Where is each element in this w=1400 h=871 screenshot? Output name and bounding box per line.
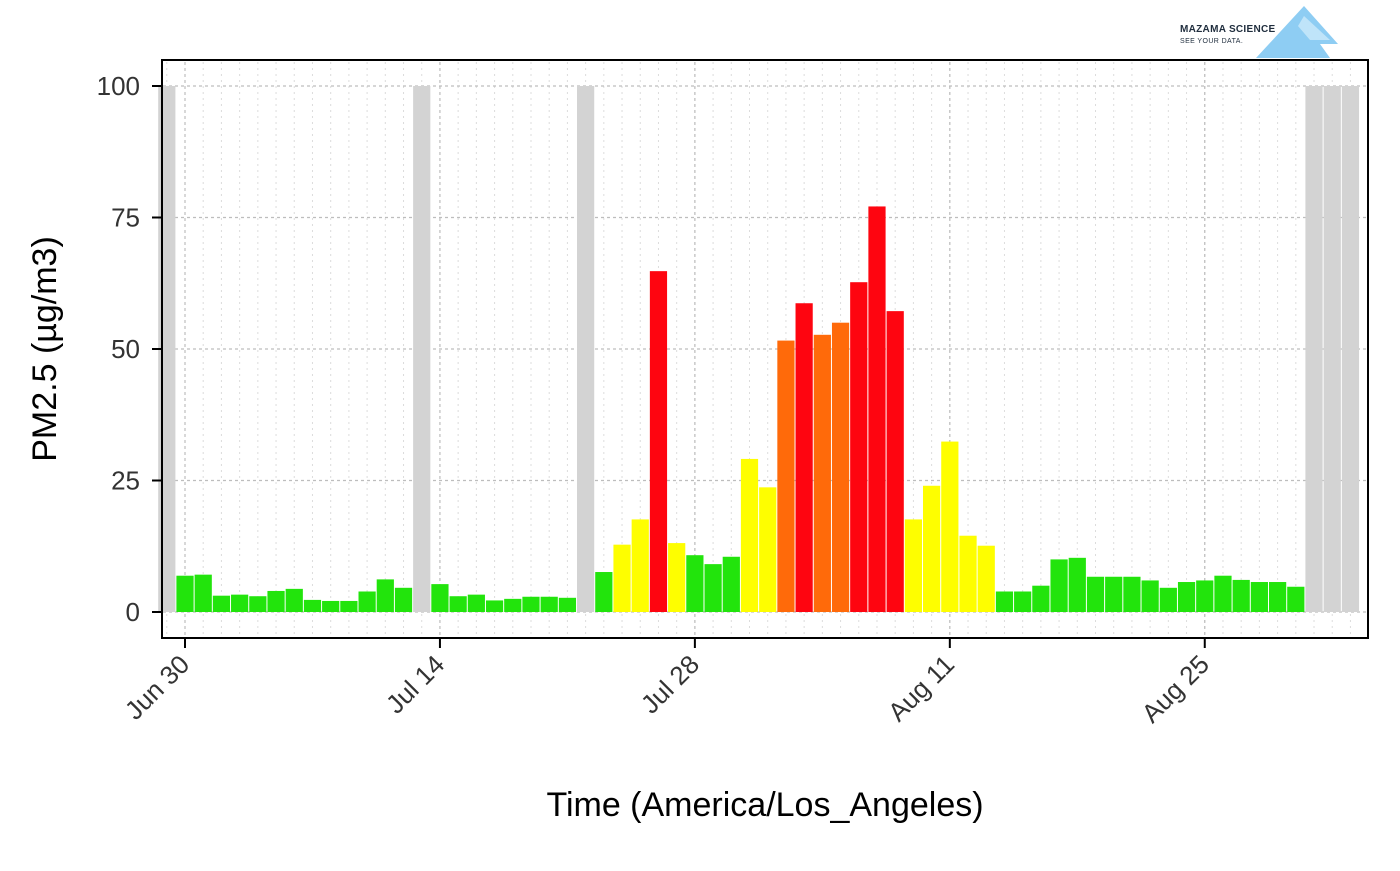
- bar-2023-07-21: [558, 597, 577, 612]
- bar-2023-07-22: [577, 86, 595, 612]
- bar-2023-07-05: [267, 590, 285, 612]
- bar-2023-08-22: [1141, 580, 1159, 612]
- bar-2023-07-07: [303, 599, 322, 612]
- bar-2023-08-29: [1269, 582, 1287, 612]
- bar-2023-08-19: [1086, 576, 1105, 612]
- bar-2023-07-14: [431, 584, 449, 612]
- bar-2023-07-18: [504, 598, 522, 612]
- bar-2023-07-27: [668, 543, 686, 612]
- bar-2023-08-21: [1123, 576, 1141, 612]
- bar-2023-07-29: [704, 564, 722, 612]
- y-tick-label: 100: [97, 71, 140, 101]
- bar-2023-08-01: [759, 487, 777, 612]
- bar-2023-08-08: [886, 311, 904, 612]
- bar-2023-07-20: [540, 596, 558, 612]
- bar-2023-08-16: [1032, 585, 1050, 612]
- bar-2023-07-12: [394, 587, 413, 612]
- logo-title: MAZAMA SCIENCE: [1180, 24, 1276, 35]
- logo-tagline: SEE YOUR DATA.: [1180, 38, 1244, 45]
- y-tick-label: 75: [111, 203, 140, 233]
- bar-2023-07-31: [740, 458, 759, 612]
- x-tick-label: Aug 11: [882, 649, 960, 727]
- bar-2023-07-25: [631, 519, 649, 612]
- bar-2023-08-11: [941, 441, 959, 612]
- bar-2023-08-07: [868, 206, 886, 612]
- bar-2023-07-04: [249, 596, 267, 612]
- y-tick-label: 0: [126, 597, 140, 627]
- x-tick-label: Aug 25: [1136, 649, 1215, 728]
- bar-2023-07-03: [231, 594, 249, 612]
- bar-2023-07-15: [449, 596, 467, 612]
- bar-2023-06-30: [176, 575, 194, 612]
- bar-2023-09-02: [1341, 86, 1360, 612]
- bar-2023-08-26: [1214, 575, 1232, 612]
- bar-2023-08-31: [1305, 86, 1323, 612]
- x-axis-title: Time (America/Los_Angeles): [546, 786, 983, 824]
- bar-2023-08-24: [1177, 582, 1196, 612]
- bar-2023-08-02: [777, 340, 795, 612]
- bar-2023-08-18: [1068, 557, 1086, 612]
- bar-2023-08-09: [904, 519, 923, 612]
- bar-2023-08-30: [1287, 586, 1305, 612]
- bar-2023-07-30: [722, 556, 740, 612]
- bar-2023-08-15: [1014, 591, 1032, 612]
- bar-2023-07-17: [485, 600, 504, 612]
- bar-2023-08-04: [813, 334, 831, 612]
- bar-2023-08-17: [1050, 559, 1068, 612]
- bar-2023-08-05: [831, 322, 850, 612]
- bar-2023-08-27: [1232, 579, 1250, 612]
- bar-2023-07-06: [285, 588, 303, 612]
- bar-2023-07-02: [212, 595, 231, 612]
- bar-2023-07-23: [595, 572, 613, 612]
- bar-2023-07-19: [522, 596, 540, 612]
- bar-2023-07-08: [322, 600, 340, 612]
- bar-2023-08-06: [850, 282, 868, 612]
- bar-2023-07-16: [467, 594, 485, 612]
- x-tick-label: Jul 28: [635, 649, 705, 719]
- bar-2023-07-26: [649, 271, 668, 612]
- x-tick-label: Jul 14: [380, 649, 450, 719]
- bar-2023-08-10: [923, 485, 941, 612]
- bar-2023-07-24: [613, 544, 631, 612]
- y-tick-label: 50: [111, 334, 140, 364]
- y-axis-title: PM2.5 (µg/m3): [26, 236, 64, 462]
- bar-2023-07-10: [358, 591, 376, 612]
- bar-2023-09-01: [1323, 86, 1341, 612]
- bar-2023-08-03: [795, 303, 813, 612]
- y-tick-label: 25: [111, 466, 140, 496]
- bar-2023-08-13: [977, 545, 995, 612]
- bar-2023-08-14: [995, 591, 1014, 612]
- mazama-science-logo: MAZAMA SCIENCE SEE YOUR DATA.: [1180, 4, 1340, 58]
- bar-2023-07-09: [340, 600, 358, 612]
- bar-2023-07-01: [194, 574, 212, 612]
- bar-2023-08-28: [1250, 582, 1268, 612]
- mountain-logo-icon: [1256, 6, 1338, 58]
- bar-2023-07-28: [686, 555, 704, 612]
- bar-2023-08-25: [1196, 580, 1214, 612]
- x-tick-label: Jun 30: [119, 649, 195, 725]
- bar-2023-08-20: [1105, 576, 1123, 612]
- bar-2023-07-13: [413, 86, 431, 612]
- bar-2023-08-23: [1159, 587, 1177, 612]
- bar-2023-08-12: [959, 535, 977, 612]
- bar-2023-07-11: [376, 579, 394, 612]
